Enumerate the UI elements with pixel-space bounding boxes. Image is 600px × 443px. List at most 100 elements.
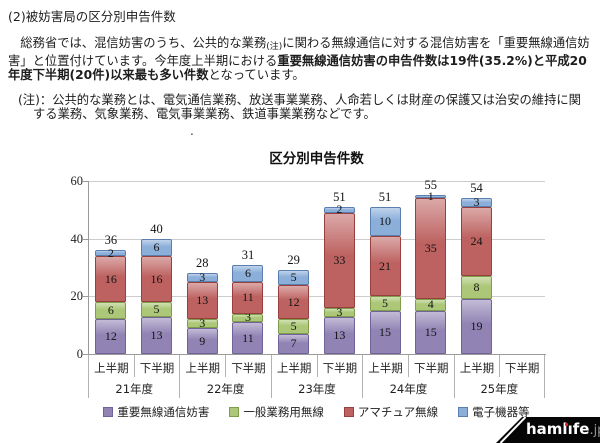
bar-segment <box>323 206 355 213</box>
bar-segment <box>323 307 355 317</box>
y-axis-label: 60 <box>70 174 84 188</box>
paragraph-text-pre: 総務省では、混信妨害のうち、公共的な業務 <box>8 36 267 50</box>
x-axis-category: 下半期 <box>133 355 180 377</box>
y-axis-tick <box>83 354 88 355</box>
bar-segment <box>186 273 218 282</box>
footnote: (注)：公共的な業務とは、電気通信業務、放送事業業務、人命若しくは財産の保護又は… <box>18 92 593 122</box>
bar-segment <box>95 319 127 354</box>
bar-segment <box>232 264 264 282</box>
bar-segment <box>141 255 173 303</box>
note-marker: (注) <box>266 42 283 52</box>
bar-segment <box>141 302 173 317</box>
y-axis-tick <box>83 296 88 298</box>
x-axis-category: 上半期 <box>179 355 225 377</box>
bar-segment <box>186 328 218 354</box>
paragraph-text-mid: に関わる無線通信に対する混信妨害を「重要無線通信妨害」と位置付けています。今年度… <box>8 36 590 68</box>
intro-paragraph: 総務省では、混信妨害のうち、公共的な業務(注)に関わる無線通信に対する混信妨害を… <box>8 36 593 83</box>
bar-segment <box>460 276 492 300</box>
bar-segment <box>232 281 264 314</box>
y-axis-tick <box>83 238 88 240</box>
bar-segment <box>369 235 401 297</box>
legend-swatch-icon <box>103 407 114 417</box>
y-axis-label: 40 <box>70 231 84 246</box>
legend: 重要無線通信妨害 一般業務用無線 アマチュア無線 電子機器等 <box>88 404 545 420</box>
stray-period: . <box>190 124 194 138</box>
bar-total-value: 36 <box>104 233 118 248</box>
x-axis-category: 上半期 <box>88 355 134 377</box>
watermark-text-i: ı <box>567 420 573 438</box>
bar-segment <box>186 281 218 320</box>
footnote-text: 公共的な業務とは、電気通信業務、放送事業業務、人命若しくは財産の保護又は治安の維… <box>33 92 581 121</box>
x-axis-year-group: 24年度 <box>362 377 453 398</box>
bar-segment <box>369 310 401 354</box>
bar-segment <box>323 316 355 354</box>
bar-segment <box>415 198 447 300</box>
bar-segment <box>415 299 447 311</box>
y-axis-label: 0 <box>76 347 83 361</box>
bar-segment <box>186 319 218 329</box>
bar-segment <box>95 255 127 303</box>
x-axis-year-group: 21年度 <box>88 377 179 398</box>
gridline <box>88 238 545 240</box>
bar-segment <box>323 212 355 308</box>
gridline <box>88 181 545 182</box>
bar-segment <box>141 238 173 256</box>
x-axis-category: 下半期 <box>499 355 545 377</box>
y-axis-tick <box>83 181 88 182</box>
bar-total-value: 31 <box>241 247 255 262</box>
paragraph-bold-text: 重要無線通信妨害の申告件数は19件(35.2%)と平成20年度下半期(20件)以… <box>8 53 587 82</box>
bar-total-value: 29 <box>287 253 300 268</box>
bar-segment <box>232 313 264 323</box>
watermark-text-b: fe <box>572 420 590 438</box>
bar-segment <box>369 206 401 236</box>
x-axis-year-group: 23年度 <box>270 377 362 398</box>
legend-label: 一般業務用無線 <box>243 405 324 419</box>
watermark-text: hamlıfe.jp <box>526 417 600 443</box>
legend-label: アマチュア無線 <box>357 405 439 419</box>
bar-segment <box>369 296 401 311</box>
chart-title: 区分別申告件数 <box>269 151 364 167</box>
bar-total-value: 55 <box>424 178 437 193</box>
watermark-red-dot-icon <box>565 423 568 426</box>
bar-segment <box>278 270 310 285</box>
x-axis-category: 上半期 <box>270 355 317 377</box>
x-axis-year-group: 22年度 <box>179 377 270 398</box>
footnote-label: (注)： <box>18 92 53 107</box>
bar-segment <box>232 322 264 354</box>
bar-segment <box>95 302 127 320</box>
section-heading: (2)被妨害局の区分別申告件数 <box>8 9 176 24</box>
legend-item: 重要無線通信妨害 <box>103 404 209 420</box>
bar-segment <box>278 333 310 354</box>
x-axis-category: 下半期 <box>316 355 363 377</box>
legend-swatch-icon <box>229 407 240 417</box>
bar-total-value: 51 <box>378 189 392 204</box>
x-axis-year-group: 25年度 <box>453 377 545 398</box>
bar-segment <box>278 284 310 320</box>
bar-segment <box>460 206 492 277</box>
bar-segment <box>460 198 492 207</box>
hamlife-watermark: hamlıfe.jp <box>496 416 600 443</box>
x-axis-category: 下半期 <box>225 355 271 377</box>
bar-segment <box>278 319 310 334</box>
bar-total-value: 51 <box>333 189 346 204</box>
watermark-suffix: .jp <box>589 423 600 438</box>
plot-area <box>88 181 546 355</box>
bar-segment <box>415 195 447 199</box>
bar-segment <box>95 250 127 256</box>
legend-item: アマチュア無線 <box>343 404 439 420</box>
legend-swatch-icon <box>458 407 469 417</box>
legend-label: 重要無線通信妨害 <box>117 405 210 419</box>
y-axis-label: 20 <box>70 289 84 304</box>
bar-total-value: 54 <box>470 181 483 196</box>
legend-item: 一般業務用無線 <box>229 404 324 420</box>
bar-segment <box>141 316 173 354</box>
bar-total-value: 28 <box>195 256 209 271</box>
x-axis-category: 上半期 <box>453 355 500 377</box>
bar-total-value: 40 <box>150 221 163 236</box>
gridline <box>88 296 545 298</box>
bar-segment <box>460 299 492 354</box>
legend-item: 電子機器等 <box>458 404 530 420</box>
x-axis-category: 下半期 <box>407 355 454 377</box>
legend-swatch-icon <box>343 407 354 417</box>
